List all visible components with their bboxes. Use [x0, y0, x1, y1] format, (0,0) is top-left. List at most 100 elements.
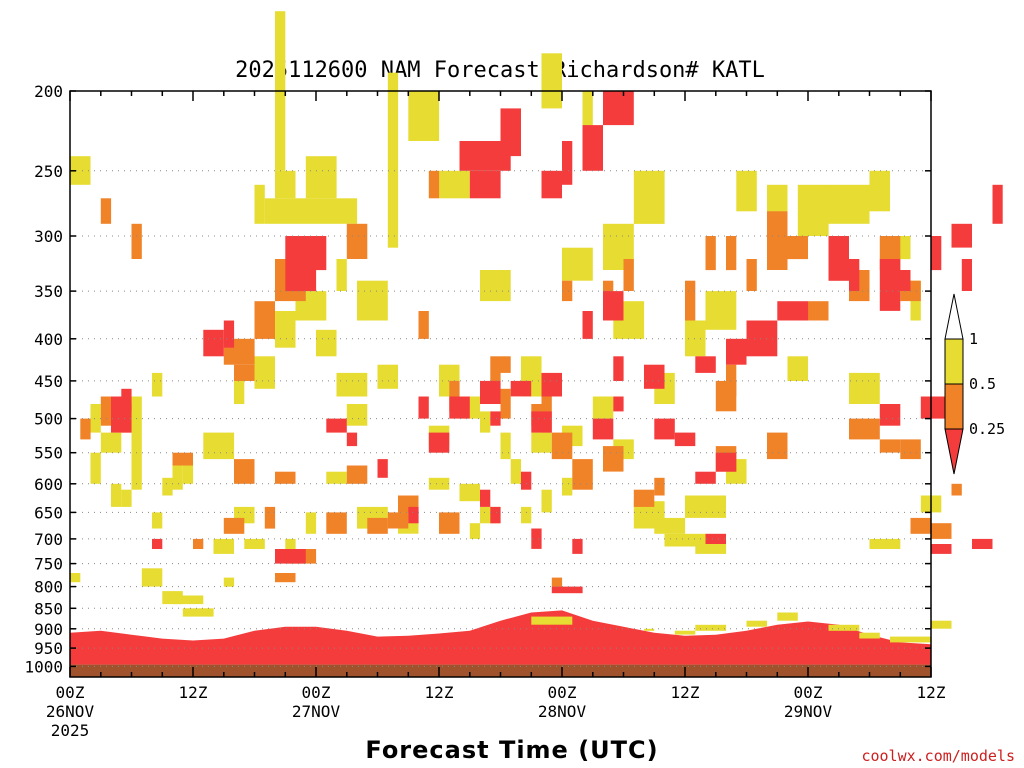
heatmap-cell-ri_0.5_to_1: [787, 356, 808, 381]
y-tick-label: 450: [34, 372, 63, 391]
heatmap-cell-ri_0.5_to_1: [644, 628, 655, 631]
heatmap-cell-ri_0.5_to_1: [582, 91, 593, 141]
legend-level-label: 0.5: [969, 375, 996, 393]
heatmap-cell-ri_0.25_to_0.5: [726, 364, 737, 397]
heatmap-cell-ri_0.25_to_0.5: [951, 483, 962, 496]
y-axis-ticks: 200 250 300 350 400 450 500 550 600 650 700 750 800 8…: [24, 82, 931, 676]
heatmap-cell-ri_0.5_to_1: [849, 372, 880, 404]
heatmap-cell-ri_0.25_to_0.5: [428, 170, 440, 199]
heatmap-cell-ri_0.5_to_1: [562, 477, 573, 496]
y-tick-label: 900: [34, 620, 63, 639]
heatmap-cell-ri_0.25_to_0.5: [193, 538, 204, 549]
heatmap-cell-ri_below_0.25: [931, 236, 942, 271]
heatmap-cell-ri_0.5_to_1: [305, 512, 317, 534]
x-tick-label: 12Z: [179, 683, 208, 702]
heatmap-cell-ri_below_0.25: [613, 356, 624, 381]
heatmap-cell-ri_below_0.25: [541, 372, 562, 397]
heatmap-cell-ri_0.25_to_0.5: [254, 301, 275, 339]
heatmap-cell-ri_0.25_to_0.5: [603, 280, 614, 302]
heatmap-cell-ri_0.25_to_0.5: [387, 512, 409, 529]
heatmap-cell-ri_0.25_to_0.5: [623, 259, 634, 291]
legend-swatch-above-1: [944, 293, 964, 340]
heatmap-cell-ri_below_0.25: [715, 452, 737, 472]
x-tick-label: 00Z: [794, 683, 823, 702]
heatmap-cell-ri_0.25_to_0.5: [715, 380, 737, 412]
x-axis-label: Forecast Time (UTC): [365, 736, 658, 764]
heatmap-cell-ri_below_0.25: [890, 270, 911, 291]
heatmap-cell-ri_0.5_to_1: [705, 291, 737, 330]
heatmap-cell-ri_below_0.25: [582, 311, 593, 339]
heatmap-cell-ri_0.5_to_1: [275, 170, 296, 199]
heatmap-cell-ri_below_0.25: [521, 471, 532, 490]
heatmap-cell-ri_below_0.25: [879, 404, 901, 426]
x-tick-label: 12Z: [425, 683, 454, 702]
heatmap-cell-ri_0.5_to_1: [674, 630, 696, 635]
heatmap-cell-ri_0.5_to_1: [346, 404, 368, 426]
boundary-layer-band: [70, 610, 931, 677]
heatmap-cell-ri_0.5_to_1: [285, 538, 296, 549]
heatmap-cell-ri_0.5_to_1: [131, 396, 142, 490]
heatmap-cell-ri_0.5_to_1: [336, 259, 347, 291]
legend-swatch-0.25-0.5: [944, 383, 964, 430]
heatmap-cell-ri_below_0.25: [541, 170, 562, 199]
x-tick-label: 12Z: [671, 683, 700, 702]
heatmap-cell-ri_0.5_to_1: [336, 372, 368, 397]
heatmap-cell-ri_0.5_to_1: [244, 538, 265, 549]
heatmap-cell-ri_0.25_to_0.5: [80, 418, 91, 440]
heatmap-cell-ri_0.25_to_0.5: [900, 439, 921, 460]
heatmap-cell-ri_below_0.25: [490, 506, 501, 524]
chart-title: 2025112600 NAM Forecast Richardson# KATL: [235, 58, 765, 83]
x-tick-label: 00Z: [548, 683, 577, 702]
heatmap-cell-ri_0.25_to_0.5: [562, 280, 573, 302]
heatmap-cell-ri_below_0.25: [582, 125, 603, 171]
heatmap-cell-ri_0.25_to_0.5: [275, 471, 296, 484]
heatmap-cell-ri_below_0.25: [275, 549, 306, 564]
heatmap-cell-ri_0.25_to_0.5: [787, 236, 808, 260]
heatmap-cell-ri_0.25_to_0.5: [264, 506, 276, 529]
heatmap-cell-ri_below_0.25: [695, 356, 716, 373]
heatmap-cell-ri_0.5_to_1: [100, 432, 122, 453]
heatmap-cell-ri_below_0.25: [972, 538, 993, 549]
heatmap-cell-ri_0.5_to_1: [828, 624, 860, 631]
legend-swatch-0.5-1: [944, 338, 964, 385]
heatmap-cell-ri_0.5_to_1: [357, 280, 388, 321]
heatmap-cell-ri_below_0.25: [480, 489, 491, 507]
heatmap-cell-ri_below_0.25: [726, 338, 747, 365]
heatmap-cell-ri_below_0.25: [305, 236, 327, 271]
heatmap-cell-ri_0.5_to_1: [480, 411, 491, 433]
heatmap-cell-ri_below_0.25: [510, 380, 532, 397]
heatmap-cell-ri_0.25_to_0.5: [346, 465, 368, 484]
heatmap-cell-ri_0.25_to_0.5: [705, 236, 716, 271]
heatmap-cell-ri_0.5_to_1: [869, 538, 901, 549]
heatmap-cell-ri_0.25_to_0.5: [100, 198, 112, 224]
heatmap-cell-ri_0.25_to_0.5: [931, 523, 952, 539]
heatmap-cell-ri_below_0.25: [603, 91, 634, 126]
y-tick-label: 1000: [24, 657, 63, 676]
heatmap-cell-ri_below_0.25: [705, 533, 726, 544]
y-tick-label: 750: [34, 555, 63, 574]
heatmap-cell-ri_below_0.25: [551, 586, 583, 594]
heatmap-cell-ri_0.25_to_0.5: [234, 364, 255, 381]
credit-text: coolwx.com/models: [861, 747, 1015, 765]
heatmap-cell-ri_0.25_to_0.5: [490, 356, 501, 389]
heatmap-cell-ri_below_0.25: [613, 396, 624, 412]
heatmap-cell-ri_0.25_to_0.5: [100, 396, 112, 426]
heatmap-cell-ri_0.25_to_0.5: [439, 512, 460, 534]
low-level-ri-band: [70, 610, 931, 665]
heatmap-cell-ri_0.25_to_0.5: [346, 223, 368, 259]
heatmap-cell-ri_below_0.25: [152, 538, 163, 549]
heatmap-cell-ri_0.5_to_1: [736, 170, 757, 212]
heatmap-cell-ri_0.5_to_1: [326, 471, 347, 484]
heatmap-cell-ri_0.5_to_1: [510, 459, 521, 484]
heatmap-cell-ri_0.5_to_1: [305, 156, 337, 199]
heatmap-cell-ri_below_0.25: [562, 141, 573, 185]
heatmap-cell-ri_below_0.25: [828, 236, 849, 281]
heatmap-cell-ri_0.5_to_1: [633, 170, 665, 224]
heatmap-cell-ri_below_0.25: [449, 396, 470, 419]
heatmap-cell-ri_0.5_to_1: [869, 170, 890, 212]
heatmap-cell-ri_0.5_to_1: [859, 632, 880, 639]
heatmap-cell-ri_0.5_to_1: [182, 608, 214, 617]
heatmap-cell-ri_0.25_to_0.5: [808, 301, 829, 321]
heatmap-cell-ri_0.25_to_0.5: [685, 280, 696, 321]
y-tick-label: 600: [34, 475, 63, 494]
